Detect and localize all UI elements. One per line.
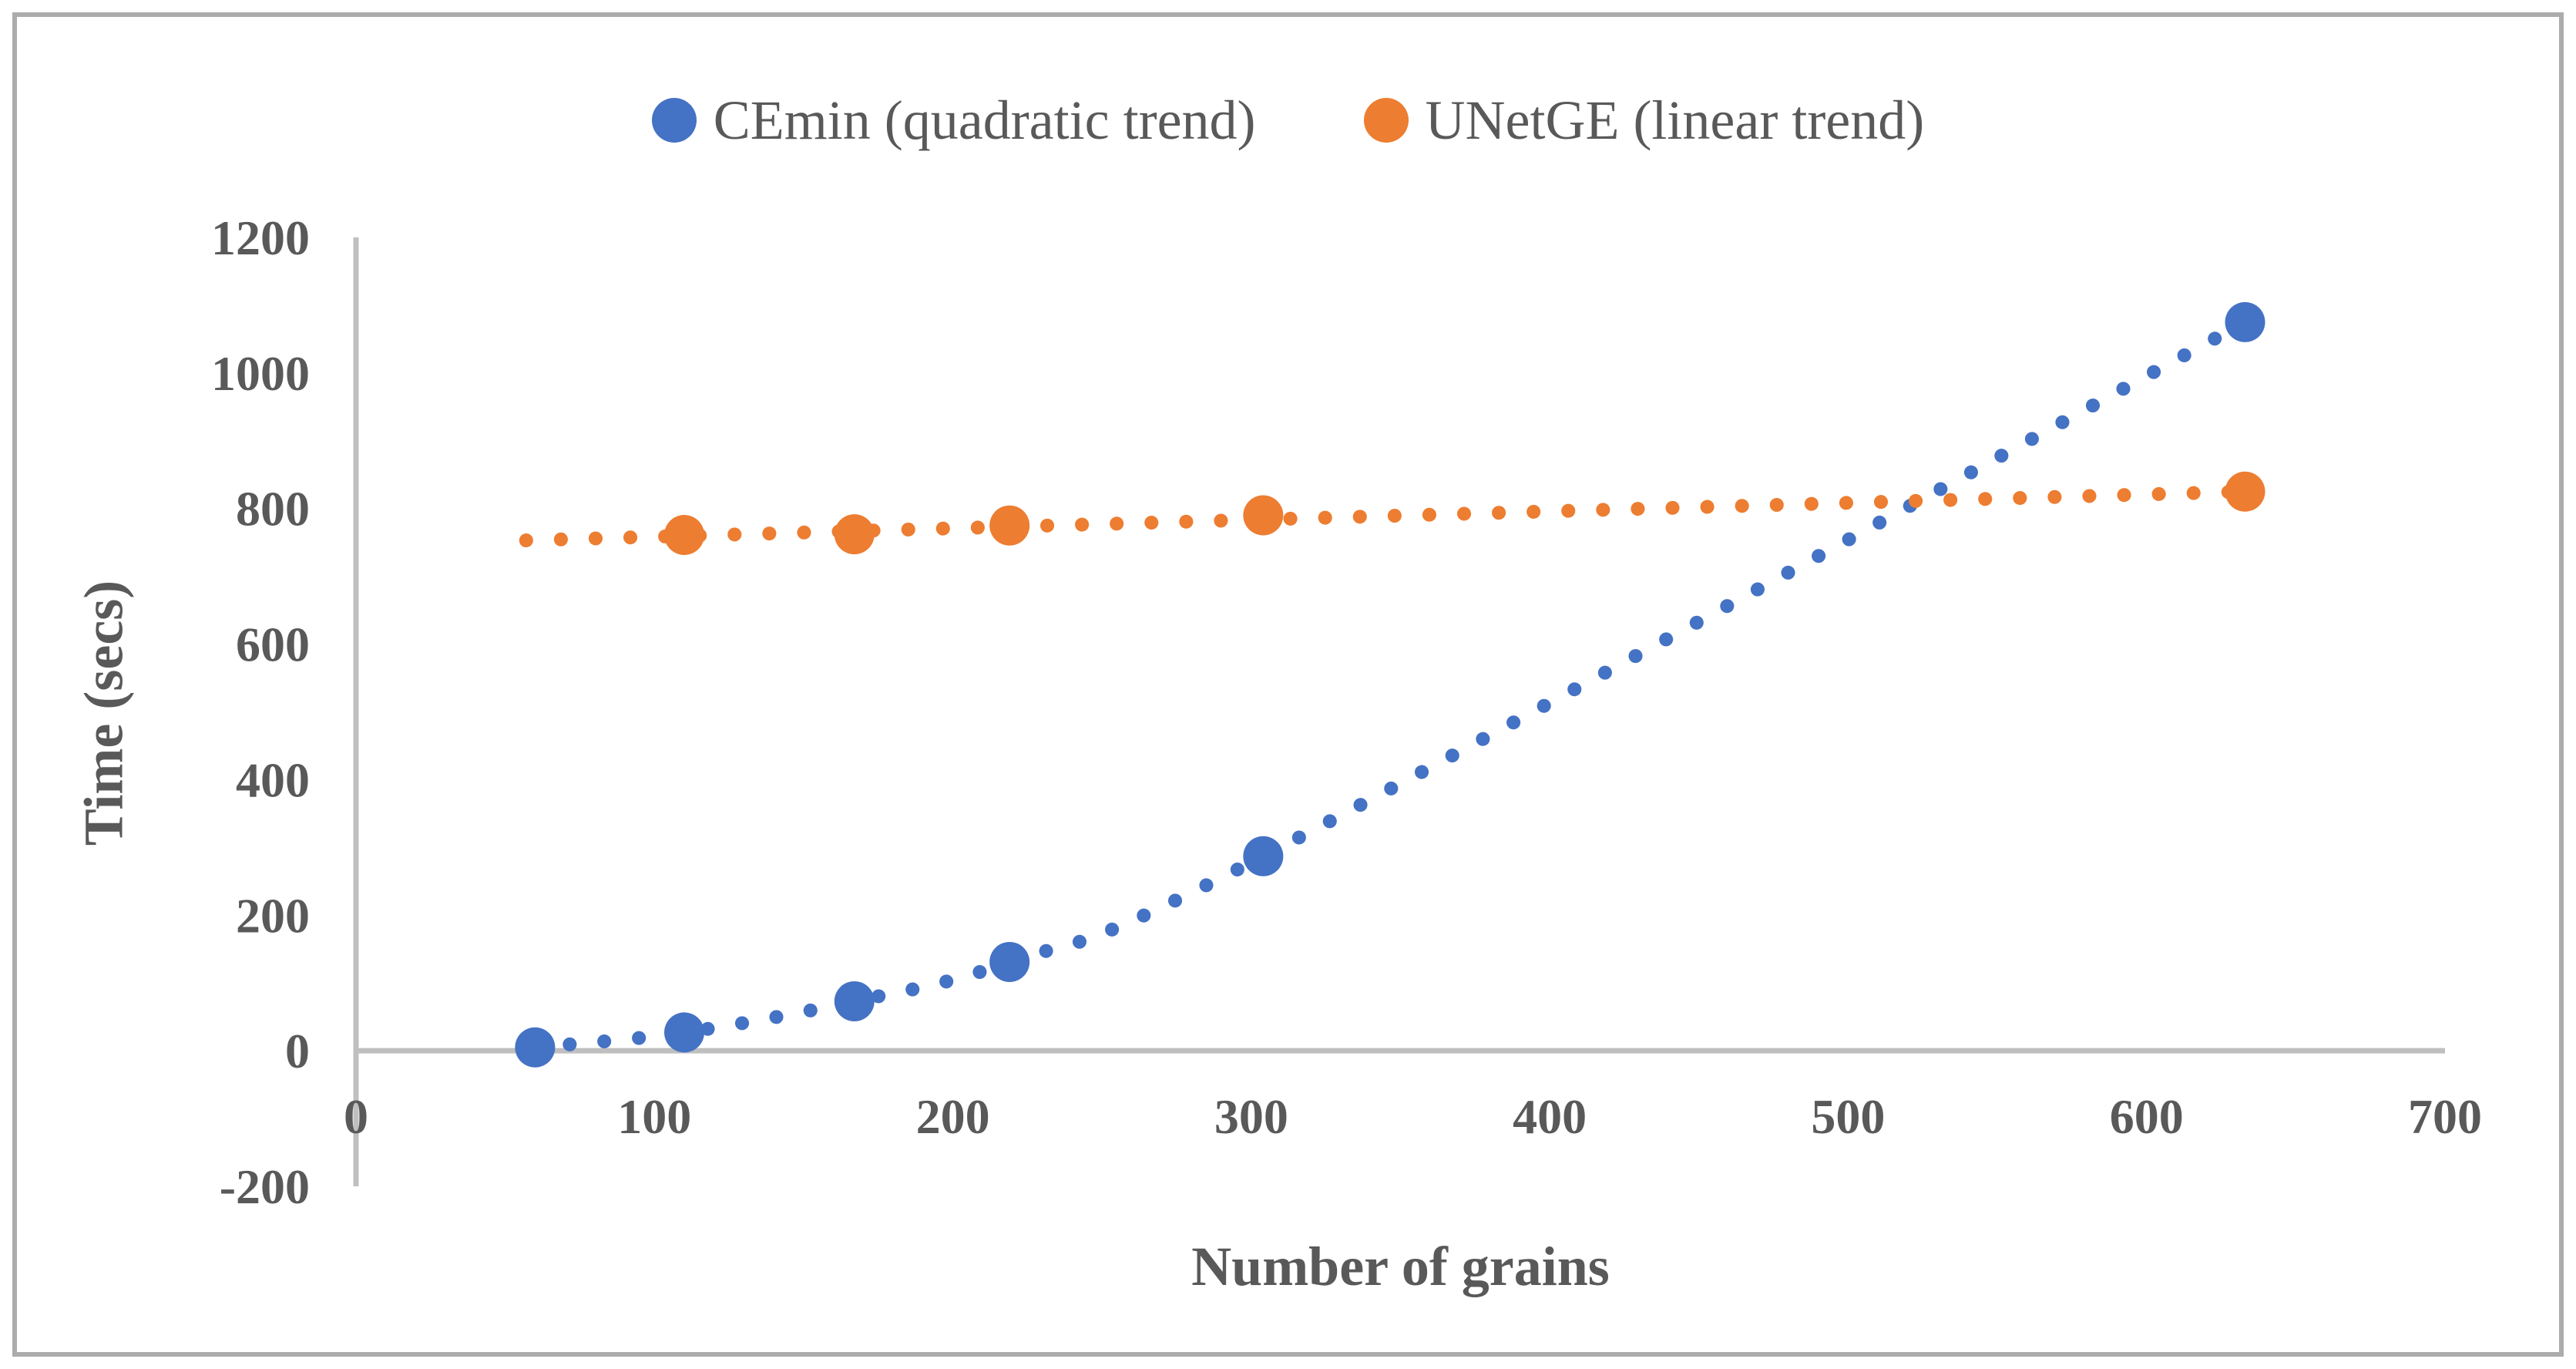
x-tick-label: 300	[1214, 1089, 1288, 1144]
x-tick-label: 600	[2110, 1089, 2184, 1144]
x-tick-label: 700	[2408, 1089, 2482, 1144]
cemin-trendline	[528, 314, 2252, 1054]
unetge-point	[834, 514, 875, 555]
cemin-point	[515, 1027, 556, 1068]
cemin-point	[664, 1012, 705, 1053]
y-tick-label: 0	[285, 1024, 310, 1078]
x-tick-label: 500	[1811, 1089, 1885, 1144]
cemin-legend-marker-icon	[651, 98, 697, 143]
cemin-point	[2225, 301, 2265, 342]
x-tick-label: 0	[344, 1089, 368, 1144]
x-tick-label: 100	[617, 1089, 691, 1144]
y-tick-label: 1200	[211, 210, 310, 265]
legend: CEmin (quadratic trend) UNetGE (linear t…	[0, 76, 2576, 165]
y-tick-label: 1000	[211, 346, 310, 401]
unetge-legend-label: UNetGE (linear trend)	[1425, 89, 1925, 151]
x-tick-label: 400	[1513, 1089, 1587, 1144]
y-tick-label: 400	[236, 752, 310, 807]
x-axis-title: Number of grains	[1191, 1236, 1610, 1297]
unetge-point	[664, 515, 705, 556]
x-tick-label: 200	[916, 1089, 990, 1144]
legend-item-cemin: CEmin (quadratic trend)	[651, 89, 1256, 151]
cemin-point	[834, 980, 875, 1021]
cemin-legend-label: CEmin (quadratic trend)	[713, 89, 1256, 151]
unetge-trendline	[519, 484, 2252, 548]
y-axis-title: Time (secs)	[72, 580, 135, 846]
unetge-point	[989, 505, 1030, 546]
y-tick-label: -200	[220, 1159, 310, 1214]
y-tick-label: 800	[236, 482, 310, 536]
cemin-point	[1243, 836, 1284, 876]
y-tick-label: 200	[236, 888, 310, 943]
legend-item-unetge: UNetGE (linear trend)	[1363, 89, 1925, 151]
y-tick-label: 600	[236, 617, 310, 672]
unetge-point	[1243, 495, 1284, 536]
cemin-point	[989, 941, 1030, 982]
unetge-legend-marker-icon	[1363, 98, 1409, 143]
unetge-point	[2225, 471, 2265, 512]
chart-border	[12, 12, 2564, 1357]
